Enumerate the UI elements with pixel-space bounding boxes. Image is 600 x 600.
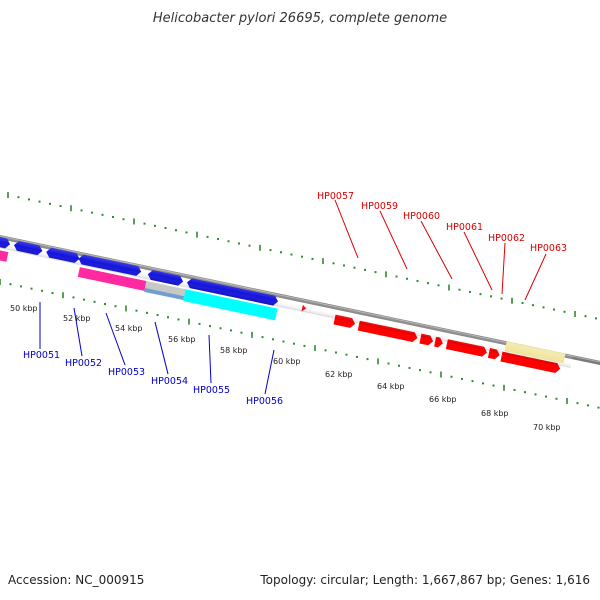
gene-feature[interactable] xyxy=(500,351,561,374)
gene-leader-lines xyxy=(39,199,547,395)
gene-label[interactable]: HP0060 xyxy=(403,211,440,222)
ruler-label: 62 kbp xyxy=(325,370,353,379)
ruler-labels: 50 kbp 52 kbp 54 kbp 56 kbp 58 kbp 60 kb… xyxy=(10,304,561,432)
genome-summary-text: Topology: circular; Length: 1,667,867 bp… xyxy=(260,573,590,587)
gene-label[interactable]: HP0059 xyxy=(361,201,398,212)
ruler-label: 66 kbp xyxy=(429,395,457,404)
ruler-label: 64 kbp xyxy=(377,382,405,391)
gene-labels: HP0051 HP0052 HP0053 HP0054 HP0055 HP005… xyxy=(23,191,567,407)
accession-text: Accession: NC_000915 xyxy=(8,573,145,587)
ruler-label: 56 kbp xyxy=(168,335,196,344)
gene-feature[interactable] xyxy=(144,287,185,301)
ruler-label: 68 kbp xyxy=(481,409,509,418)
gene-feature[interactable] xyxy=(183,289,278,321)
ruler-label: 54 kbp xyxy=(115,324,143,333)
ruler-label: 58 kbp xyxy=(220,346,248,355)
map-title: Helicobacter pylori 26695, complete geno… xyxy=(153,11,447,26)
gene-label[interactable]: HP0054 xyxy=(151,376,188,387)
gene-label[interactable]: HP0052 xyxy=(65,358,102,369)
gene-label[interactable]: HP0061 xyxy=(446,222,483,233)
gene-feature[interactable] xyxy=(77,267,147,291)
inner-ruler-ticks xyxy=(0,279,600,409)
gene-label[interactable]: HP0062 xyxy=(488,233,525,244)
gene-label[interactable]: HP0053 xyxy=(108,367,145,378)
gene-label[interactable]: HP0057 xyxy=(317,191,354,202)
outer-ruler-ticks xyxy=(7,192,597,320)
ruler-label: 70 kbp xyxy=(533,423,561,432)
ruler-label: 60 kbp xyxy=(273,357,301,366)
gene-label[interactable]: HP0055 xyxy=(193,385,230,396)
gene-feature[interactable] xyxy=(144,281,186,297)
gene-label[interactable]: HP0051 xyxy=(23,350,60,361)
gene-label[interactable]: HP0056 xyxy=(246,396,283,407)
gene-label[interactable]: HP0063 xyxy=(530,243,567,254)
ruler-label: 52 kbp xyxy=(63,314,91,323)
ruler-label: 50 kbp xyxy=(10,304,38,313)
